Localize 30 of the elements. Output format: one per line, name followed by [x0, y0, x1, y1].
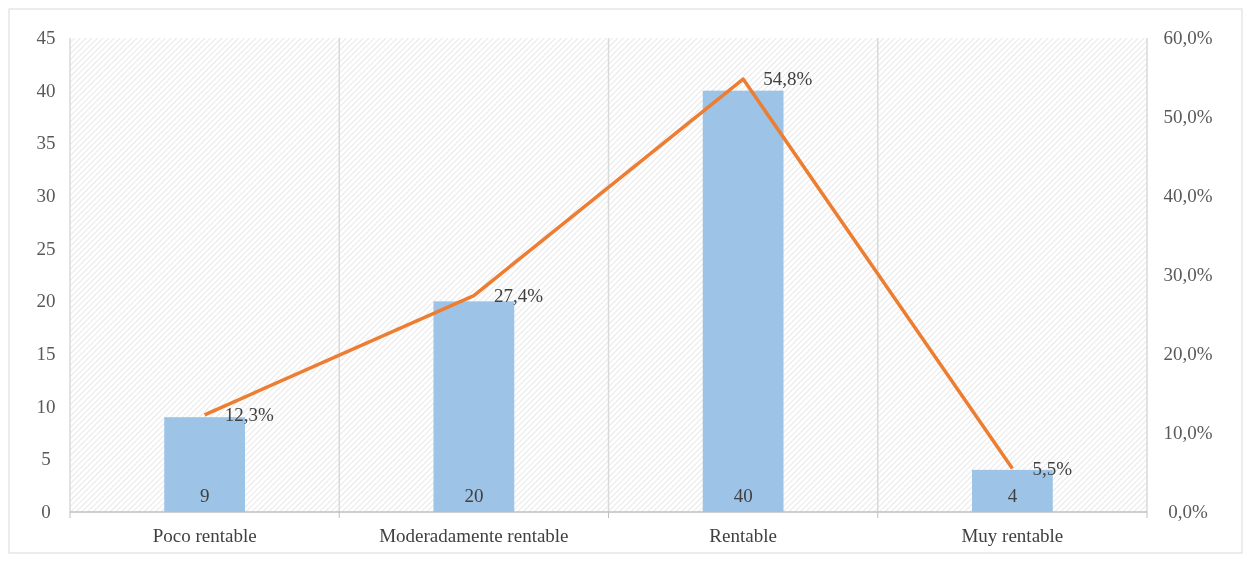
- y2-tick-label: 30,0%: [1163, 264, 1213, 285]
- data-label: 5,5%: [1032, 457, 1073, 479]
- y-tick-label: 0: [41, 501, 51, 522]
- bar: [702, 90, 784, 512]
- y-tick-label: 25: [36, 237, 56, 259]
- x-tick-label: Muy rentable: [961, 525, 1064, 546]
- data-label: 9: [199, 485, 210, 506]
- x-tick-label: Poco rentable: [152, 525, 257, 546]
- y-tick-label: 20: [36, 290, 56, 312]
- data-label: 12,3%: [224, 403, 274, 425]
- y-tick-label: 40: [36, 79, 56, 101]
- y2-tick-label: 20,0%: [1163, 343, 1213, 364]
- y-tick-label: 5: [41, 448, 51, 470]
- y-tick-label: 10: [36, 395, 56, 417]
- y2-tick-label: 40,0%: [1163, 185, 1213, 206]
- data-label: 27,4%: [493, 284, 544, 306]
- y2-tick-label: 50,0%: [1163, 106, 1213, 127]
- data-label: 20: [464, 485, 484, 506]
- x-tick-label: Rentable: [709, 525, 777, 546]
- data-label: 40: [733, 485, 753, 506]
- y2-tick-label: 0,0%: [1168, 501, 1208, 522]
- y-tick-label: 15: [36, 343, 56, 364]
- y-tick-label: 30: [36, 185, 56, 206]
- y2-tick-label: 10,0%: [1163, 422, 1213, 443]
- data-label: 54,8%: [763, 68, 813, 90]
- x-tick-label: Moderadamente rentable: [379, 525, 569, 546]
- y-tick-label: 45: [36, 27, 56, 48]
- y2-tick-label: 60,0%: [1163, 27, 1213, 48]
- y-tick-label: 35: [36, 132, 56, 154]
- data-label: 4: [1007, 485, 1018, 506]
